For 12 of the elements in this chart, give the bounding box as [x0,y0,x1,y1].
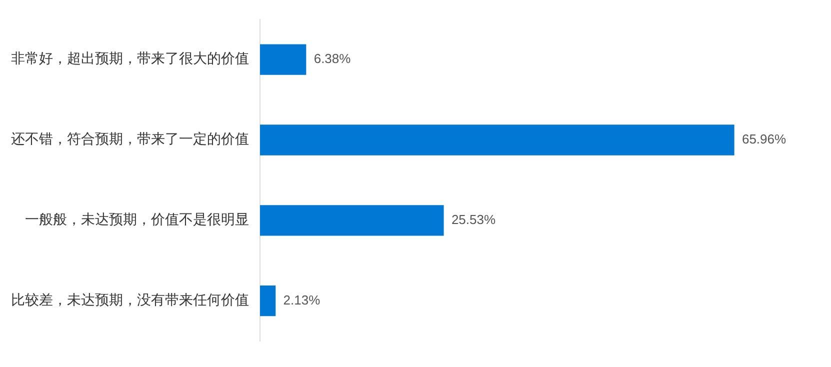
bar [260,44,306,75]
bar [260,205,444,236]
bar [260,124,734,156]
data-label: 6.38% [314,51,352,66]
y-tick-label: 比较差，未达预期，没有带来任何价值 [11,292,249,308]
y-tick-label: 还不错，符合预期，带来了一定的价值 [11,132,249,148]
y-tick-label: 一般般，未达预期，价值不是很明显 [25,212,249,228]
data-label: 65.96% [742,132,786,147]
data-label: 25.53% [451,212,496,227]
bar [260,285,276,316]
data-label: 2.13% [283,292,321,308]
y-tick-label: 非常好，超出预期，带来了很大的价值 [11,51,249,68]
